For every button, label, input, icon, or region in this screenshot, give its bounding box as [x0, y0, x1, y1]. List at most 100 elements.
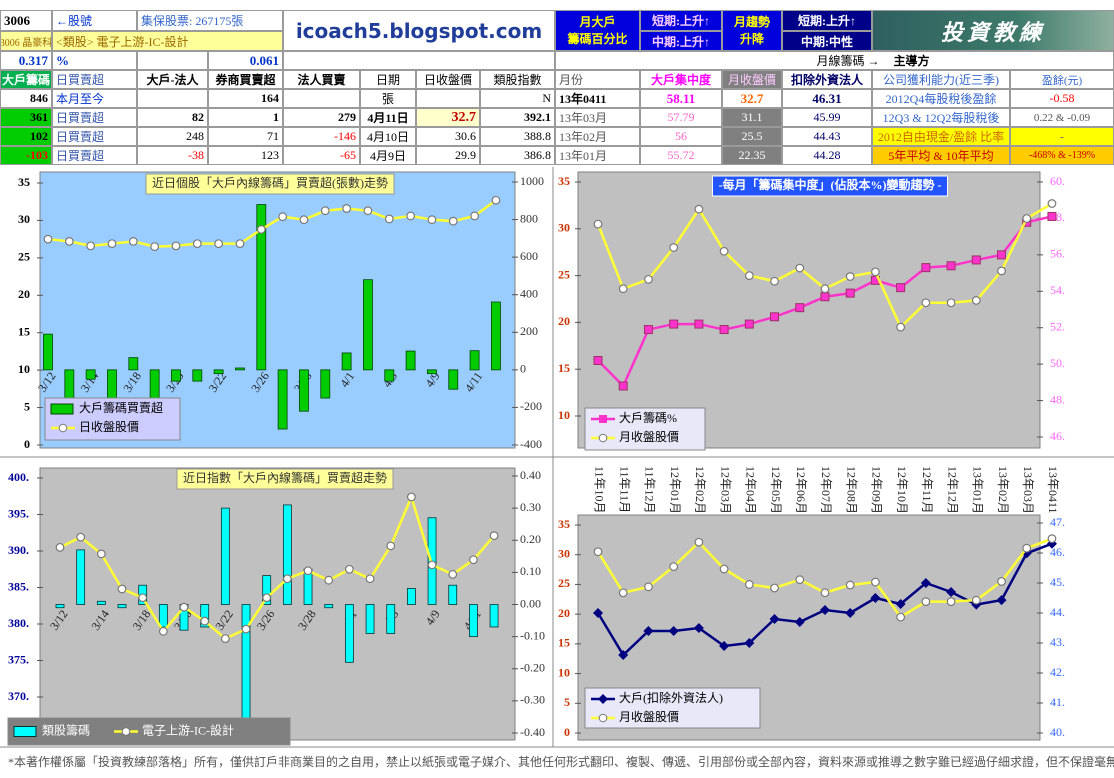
marker: [320, 206, 330, 216]
y-tick-label: 20: [558, 314, 570, 328]
table-cell: 25.5: [722, 127, 782, 146]
column-header: 大戶集中度: [640, 70, 722, 89]
marker: [896, 612, 906, 622]
legend-label: 電子上游-IC-設計: [142, 722, 234, 737]
marker: [819, 605, 830, 615]
table-cell: 5年平均 & 10年平均: [872, 146, 1010, 165]
marker: [794, 617, 805, 627]
table-cell: -0.58: [1010, 89, 1114, 108]
marker: [303, 566, 313, 576]
y2-tick-label: 43.: [1050, 635, 1065, 649]
marker: [618, 381, 628, 391]
bar: [149, 369, 160, 400]
leader: 主導方: [893, 54, 930, 68]
line: [47, 199, 497, 248]
bar: [363, 279, 373, 371]
label-line: 月趨勢: [733, 14, 770, 29]
y2-tick-label: 0.40: [520, 468, 541, 482]
table-cell: -468% & -139%: [1010, 146, 1114, 165]
monthly-label: 月大戶 籌碼百分比: [555, 10, 640, 51]
marker: [406, 211, 416, 221]
marker: [694, 537, 704, 547]
bar: [282, 504, 292, 605]
marker: [192, 239, 202, 249]
y2-tick-label: 0.30: [520, 500, 541, 514]
marker: [946, 261, 956, 271]
y2-tick-label: -0.10: [520, 628, 545, 642]
marker: [235, 239, 245, 249]
x-tick-label: 12年01月: [668, 466, 682, 514]
y-tick-label: 15: [18, 324, 30, 338]
marker: [43, 234, 53, 244]
marker: [469, 555, 478, 565]
legend-label: 月收盤股價: [619, 430, 679, 444]
marker: [384, 214, 394, 224]
marker: [593, 608, 603, 618]
y-tick-label: 0: [24, 437, 30, 451]
x-tick-label: 11年11月: [617, 466, 631, 513]
marker: [694, 204, 704, 214]
y2-tick-label: -0.30: [520, 693, 545, 707]
bar: [85, 369, 96, 380]
table-cell: 13年03月: [555, 108, 640, 127]
mid-term: 中期:上升↑: [640, 31, 722, 51]
marker: [262, 593, 272, 603]
marker: [241, 624, 251, 634]
bar: [320, 369, 331, 399]
marker: [618, 588, 628, 598]
column-header: 盈餘(元): [1010, 70, 1114, 89]
marker: [845, 608, 856, 618]
marker: [668, 626, 679, 636]
table-cell: 4月9日: [360, 146, 416, 165]
bar: [448, 369, 459, 390]
shares: 集保股票: 267175張: [137, 10, 283, 31]
y2-tick-label: 45.: [1050, 575, 1065, 589]
bar: [469, 350, 480, 371]
table-cell: 本月至今: [52, 89, 137, 108]
marker: [278, 212, 288, 222]
marker: [971, 255, 981, 265]
marker: [214, 239, 224, 249]
chart-title: 近日指數「大戶內線籌碼」買賣超走勢: [183, 470, 387, 485]
y2-tick-label: 0.10: [520, 564, 541, 578]
marker: [921, 597, 931, 607]
marker: [896, 283, 906, 293]
chart: 10152025303546.48.50.52.54.56.58.60.-每月「…: [558, 171, 1065, 451]
marker: [997, 266, 1006, 276]
table-cell: [137, 89, 208, 108]
table-cell: 32.7: [722, 89, 782, 108]
y2-tick-label: 0: [520, 362, 526, 376]
table-cell: [416, 89, 480, 108]
table-cell: 386.8: [480, 146, 555, 165]
y2-tick-label: 0.00: [520, 596, 541, 610]
marker: [138, 593, 148, 603]
pct1: 0.317: [0, 51, 52, 70]
y2-tick-label: 46.: [1050, 545, 1065, 559]
bar: [220, 507, 230, 605]
bar: [200, 604, 210, 628]
short-term: 短期:上升↑: [782, 10, 872, 31]
legend-marker: [58, 423, 68, 433]
marker: [1022, 543, 1032, 553]
marker: [1047, 211, 1057, 221]
marker: [693, 623, 704, 633]
table-cell: 2012自由現金/盈餘 比率: [872, 127, 1010, 146]
table-cell: 102: [0, 127, 52, 146]
table-cell: 1: [208, 108, 283, 127]
y2-tick-label: -0.40: [520, 725, 545, 739]
marker: [870, 593, 881, 603]
stock-code: 3006: [0, 10, 52, 31]
code-label: ←股號: [52, 10, 137, 31]
table-cell: 71: [208, 127, 283, 146]
bar: [277, 369, 288, 430]
table-cell: 57.79: [640, 108, 722, 127]
label-line: 月大戶: [579, 14, 616, 29]
marker: [593, 547, 603, 557]
marker: [299, 215, 309, 225]
y-tick-label: 5: [24, 399, 30, 413]
table-cell: 58.11: [640, 89, 722, 108]
y-tick-label: 25: [558, 267, 570, 281]
table-cell: 日買賣超: [52, 146, 137, 165]
bar: [341, 352, 352, 371]
